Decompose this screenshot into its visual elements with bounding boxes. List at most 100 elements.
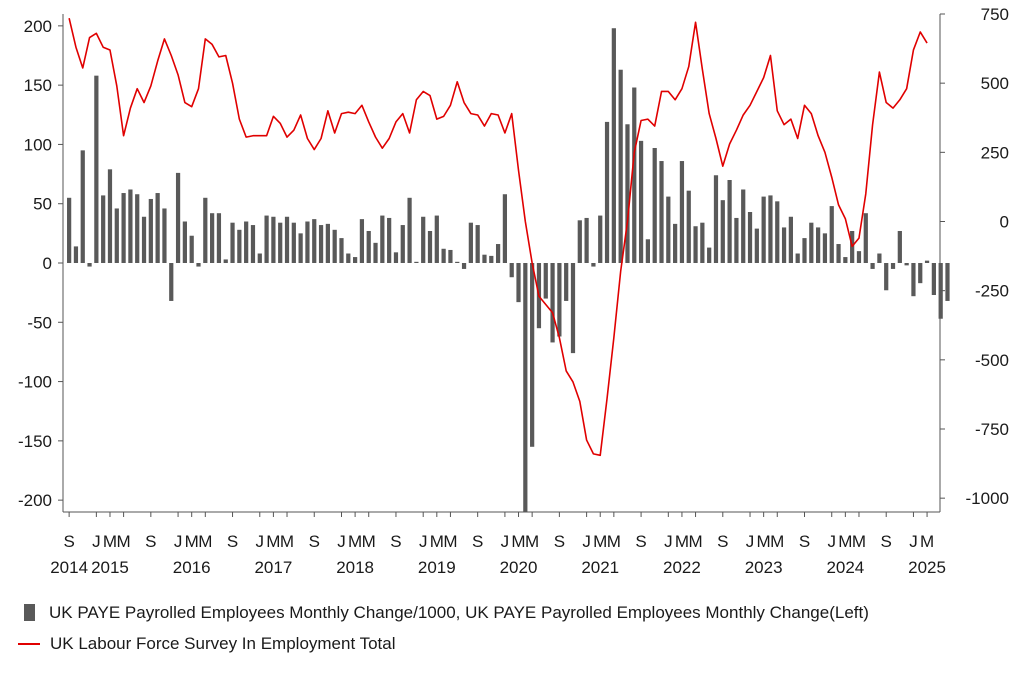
bar xyxy=(707,247,712,263)
bar xyxy=(761,196,766,263)
x-tick-label: S xyxy=(717,532,728,551)
x-tick-label: M xyxy=(430,532,444,551)
bar xyxy=(114,208,119,263)
bar xyxy=(278,222,283,263)
bar xyxy=(564,263,569,301)
legend-item-bars: UK PAYE Payrolled Employees Monthly Chan… xyxy=(22,597,869,628)
bar xyxy=(162,208,167,263)
bar xyxy=(87,263,92,267)
x-year-label: 2016 xyxy=(173,558,211,577)
bar xyxy=(284,216,290,263)
bar xyxy=(768,195,773,263)
bar xyxy=(489,255,494,263)
bar xyxy=(448,249,453,263)
bar xyxy=(148,198,153,263)
legend-bar-swatch xyxy=(24,604,35,621)
bar xyxy=(155,193,160,263)
right-tick-label: 500 xyxy=(981,74,1009,93)
bar xyxy=(686,190,691,263)
bar xyxy=(679,161,685,263)
bar xyxy=(856,251,862,263)
bar xyxy=(618,69,623,263)
x-tick-label: M xyxy=(117,532,131,551)
bar xyxy=(734,217,739,263)
x-tick-label: S xyxy=(554,532,565,551)
bar xyxy=(822,233,828,263)
x-year-label: 2018 xyxy=(336,558,374,577)
bar xyxy=(523,263,528,512)
bar xyxy=(754,228,759,263)
right-tick-label: 750 xyxy=(981,5,1009,24)
bar xyxy=(346,253,351,263)
right-tick-label: -750 xyxy=(975,420,1009,439)
bar xyxy=(809,222,814,263)
x-tick-label: J xyxy=(337,532,346,551)
x-tick-label: J xyxy=(746,532,755,551)
bar xyxy=(836,244,841,263)
bar xyxy=(182,221,187,263)
bar xyxy=(747,212,753,263)
bar xyxy=(468,222,473,263)
employment-line xyxy=(68,17,928,457)
bar xyxy=(516,263,521,303)
left-tick-label: 50 xyxy=(33,195,52,214)
bar xyxy=(196,263,201,267)
x-year-label: 2017 xyxy=(254,558,292,577)
bar xyxy=(305,221,310,263)
x-year-label: 2022 xyxy=(663,558,701,577)
bar xyxy=(387,217,392,263)
bar xyxy=(427,230,433,263)
bar xyxy=(543,263,548,299)
bar xyxy=(720,200,725,263)
legend-item-line: UK Labour Force Survey In Employment Tot… xyxy=(18,628,869,659)
bar xyxy=(244,221,249,263)
bar xyxy=(353,257,358,263)
bar xyxy=(380,215,385,263)
plot-frame xyxy=(62,14,941,513)
bar xyxy=(795,253,800,263)
bar xyxy=(216,213,222,263)
x-tick-label: M xyxy=(838,532,852,551)
bar xyxy=(169,263,174,301)
x-tick-label: M xyxy=(852,532,866,551)
right-tick-label: 250 xyxy=(981,143,1009,162)
bar xyxy=(577,220,582,263)
bar xyxy=(530,263,535,447)
bar xyxy=(67,197,72,263)
bar xyxy=(911,263,916,297)
axes: 200150100500-50-100-150-2007505002500-25… xyxy=(18,5,1009,577)
bar xyxy=(366,230,371,263)
x-year-label: 2019 xyxy=(418,558,456,577)
x-tick-label: S xyxy=(309,532,320,551)
bar xyxy=(291,222,296,263)
x-tick-label: M xyxy=(443,532,457,551)
left-tick-label: 200 xyxy=(24,17,52,36)
bar xyxy=(557,263,562,337)
bar xyxy=(604,121,610,264)
bar xyxy=(775,201,780,263)
bar xyxy=(918,263,923,284)
bar xyxy=(455,261,460,263)
bar xyxy=(843,257,848,263)
bar xyxy=(693,226,698,263)
bar xyxy=(727,180,732,263)
x-tick-label: J xyxy=(501,532,510,551)
line-series xyxy=(68,17,928,457)
bar xyxy=(863,213,868,263)
bar xyxy=(570,263,576,354)
x-tick-label: M xyxy=(362,532,376,551)
bar xyxy=(414,261,419,263)
x-tick-label: M xyxy=(757,532,771,551)
x-tick-label: J xyxy=(909,532,918,551)
bar xyxy=(475,225,480,263)
x-tick-label: S xyxy=(63,532,74,551)
bar xyxy=(94,75,99,263)
x-tick-label: S xyxy=(227,532,238,551)
bar xyxy=(461,263,467,269)
x-tick-label: S xyxy=(799,532,810,551)
bar xyxy=(502,194,508,263)
x-tick-label: M xyxy=(266,532,280,551)
bar xyxy=(550,263,555,343)
bar xyxy=(816,227,821,263)
